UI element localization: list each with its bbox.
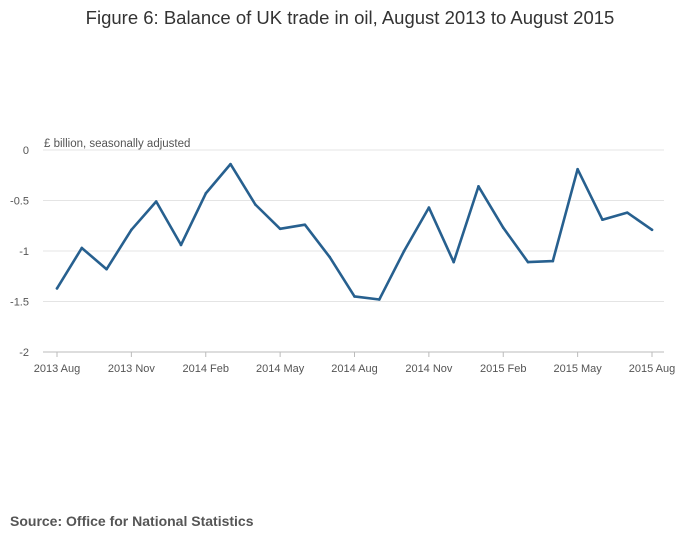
data-point: [650, 228, 654, 232]
data-point: [204, 192, 208, 195]
data-point: [501, 226, 505, 230]
x-tick-label: 2013 Nov: [108, 363, 156, 375]
x-axis: 2013 Aug 2013 Nov 2014 Feb 2014 May 2014 Aug…: [34, 352, 676, 375]
data-point: [427, 206, 431, 209]
data-point: [328, 255, 332, 259]
data-point: [105, 267, 108, 271]
data-point: [130, 228, 133, 232]
y-axis: 0 -0.5 -1 -1.5 -2: [10, 145, 29, 359]
data-point: [278, 227, 282, 231]
x-tick-label: 2014 Nov: [405, 363, 453, 375]
y-tick-label: -1.5: [10, 297, 29, 309]
data-point: [229, 162, 232, 166]
data-point: [625, 211, 629, 214]
y-axis-unit-label: £ billion, seasonally adjusted: [44, 138, 190, 150]
data-point: [154, 200, 158, 203]
y-tick-label: -2: [19, 347, 29, 359]
data-point: [303, 223, 307, 227]
x-tick-label: 2014 Aug: [331, 363, 378, 375]
y-tick-label: -0.5: [10, 196, 29, 208]
data-point: [80, 246, 84, 250]
data-point: [353, 295, 356, 298]
data-point: [55, 287, 59, 290]
series-layer: [55, 162, 654, 301]
chart-title: Figure 6: Balance of UK trade in oil, Au…: [85, 7, 615, 28]
source-note: Source: Office for National Statistics: [10, 513, 254, 529]
data-point: [526, 260, 530, 264]
x-tick-label: 2014 Feb: [183, 363, 229, 375]
data-point: [601, 218, 604, 221]
data-point: [477, 185, 480, 188]
x-tick-label: 2015 Aug: [629, 363, 676, 375]
series-line: [55, 162, 654, 301]
x-tick-label: 2015 May: [553, 363, 602, 375]
data-point: [576, 167, 579, 171]
gridlines: [43, 149, 664, 353]
x-tick-label: 2015 Feb: [480, 363, 526, 375]
data-point: [402, 249, 406, 253]
x-tick-label: 2014 May: [256, 363, 305, 375]
data-point: [377, 298, 381, 301]
x-tick-label: 2013 Aug: [34, 363, 81, 375]
y-tick-label: -1: [19, 246, 29, 258]
data-point: [254, 203, 257, 206]
data-point: [452, 260, 455, 264]
data-point: [179, 243, 183, 247]
data-point: [551, 259, 555, 263]
y-tick-label: 0: [23, 145, 29, 157]
